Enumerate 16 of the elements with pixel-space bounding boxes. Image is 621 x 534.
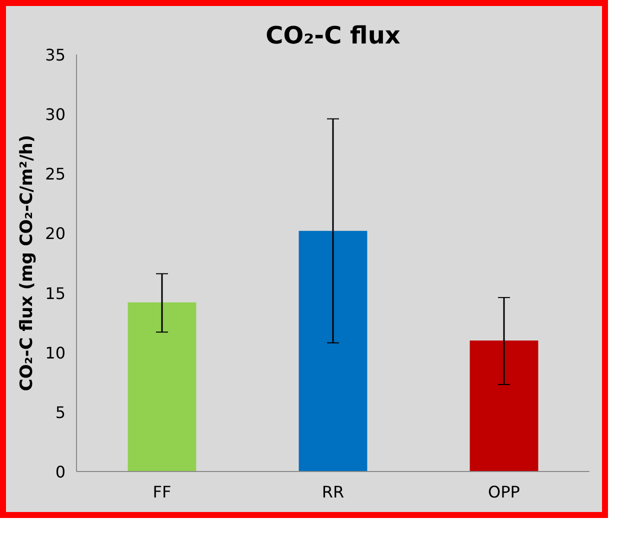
bar (128, 302, 196, 472)
y-tick-label: 5 (55, 402, 66, 422)
x-tick-label: OPP (488, 482, 520, 502)
x-tick-label: FF (152, 482, 172, 502)
y-tick-label: 20 (45, 224, 66, 244)
y-tick-label: 30 (45, 105, 66, 124)
y-tick-label: 35 (45, 46, 66, 64)
bar (298, 230, 368, 472)
chart-title: CO₂-C flux (266, 22, 401, 50)
y-tick-label: 25 (45, 164, 66, 184)
bar (470, 340, 538, 472)
x-tick-label: RR (322, 482, 344, 502)
y-tick-label: 0 (55, 462, 66, 482)
y-axis-title: CO₂-C flux (mg CO₂-C/m²/h) (17, 134, 38, 392)
y-tick-label: 10 (45, 343, 66, 362)
y-tick-label: 15 (45, 284, 66, 303)
